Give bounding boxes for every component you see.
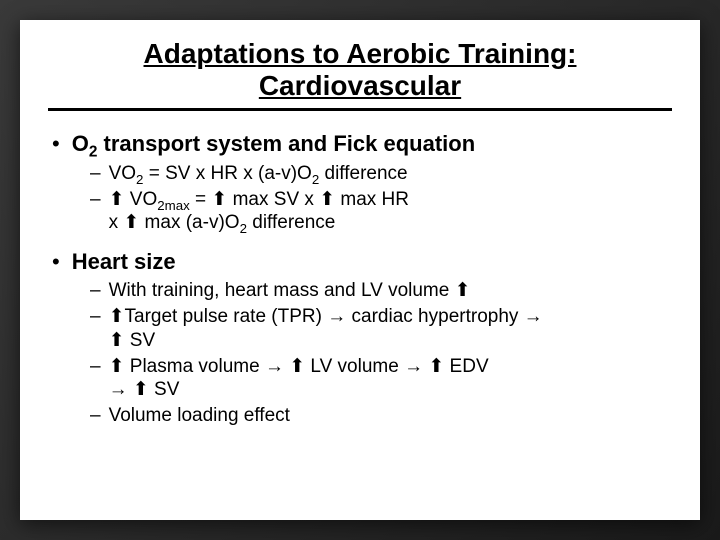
sub-bullet: –With training, heart mass and LV volume… — [90, 279, 672, 303]
sub-bullet-text: VO2 = SV x HR x (a-v)O2 difference — [109, 162, 408, 186]
dash-marker: – — [90, 305, 101, 329]
sub-bullet-text: ⬆︎Target pulse rate (TPR) → cardiac hype… — [109, 305, 543, 353]
section-heading: • Heart size — [52, 249, 672, 275]
sub-bullet-text: ⬆︎ Plasma volume → ⬆︎ LV volume → ⬆︎ EDV… — [109, 355, 489, 403]
sub-bullet: –VO2 = SV x HR x (a-v)O2 difference — [90, 162, 672, 186]
title-line-1: Adaptations to Aerobic Training: — [48, 38, 672, 70]
section-heading-text: O2 transport system and Fick equation — [72, 131, 475, 157]
section-heading: • O2 transport system and Fick equation — [52, 131, 672, 157]
dash-marker: – — [90, 188, 101, 212]
dash-marker: – — [90, 404, 101, 428]
title-block: Adaptations to Aerobic Training: Cardiov… — [48, 38, 672, 111]
title-line-2: Cardiovascular — [48, 70, 672, 102]
bullet-marker: • — [52, 249, 60, 275]
sub-bullet: –⬆︎ Plasma volume → ⬆︎ LV volume → ⬆︎ ED… — [90, 355, 672, 403]
sub-bullet: –Volume loading effect — [90, 404, 672, 428]
content-area: •O2 transport system and Fick equation–V… — [48, 131, 672, 428]
dash-marker: – — [90, 279, 101, 303]
sub-bullet-text: Volume loading effect — [109, 404, 290, 428]
sub-bullet-text: ⬆︎ VO2max = ⬆︎ max SV x ⬆︎ max HRx ⬆︎ ma… — [109, 188, 409, 236]
bullet-marker: • — [52, 131, 60, 157]
sub-bullet: –⬆︎ VO2max = ⬆︎ max SV x ⬆︎ max HRx ⬆︎ m… — [90, 188, 672, 236]
sub-bullet: –⬆︎Target pulse rate (TPR) → cardiac hyp… — [90, 305, 672, 353]
section-heading-text: Heart size — [72, 249, 176, 275]
slide: Adaptations to Aerobic Training: Cardiov… — [20, 20, 700, 520]
dash-marker: – — [90, 355, 101, 379]
sub-bullet-text: With training, heart mass and LV volume … — [109, 279, 471, 303]
dash-marker: – — [90, 162, 101, 186]
